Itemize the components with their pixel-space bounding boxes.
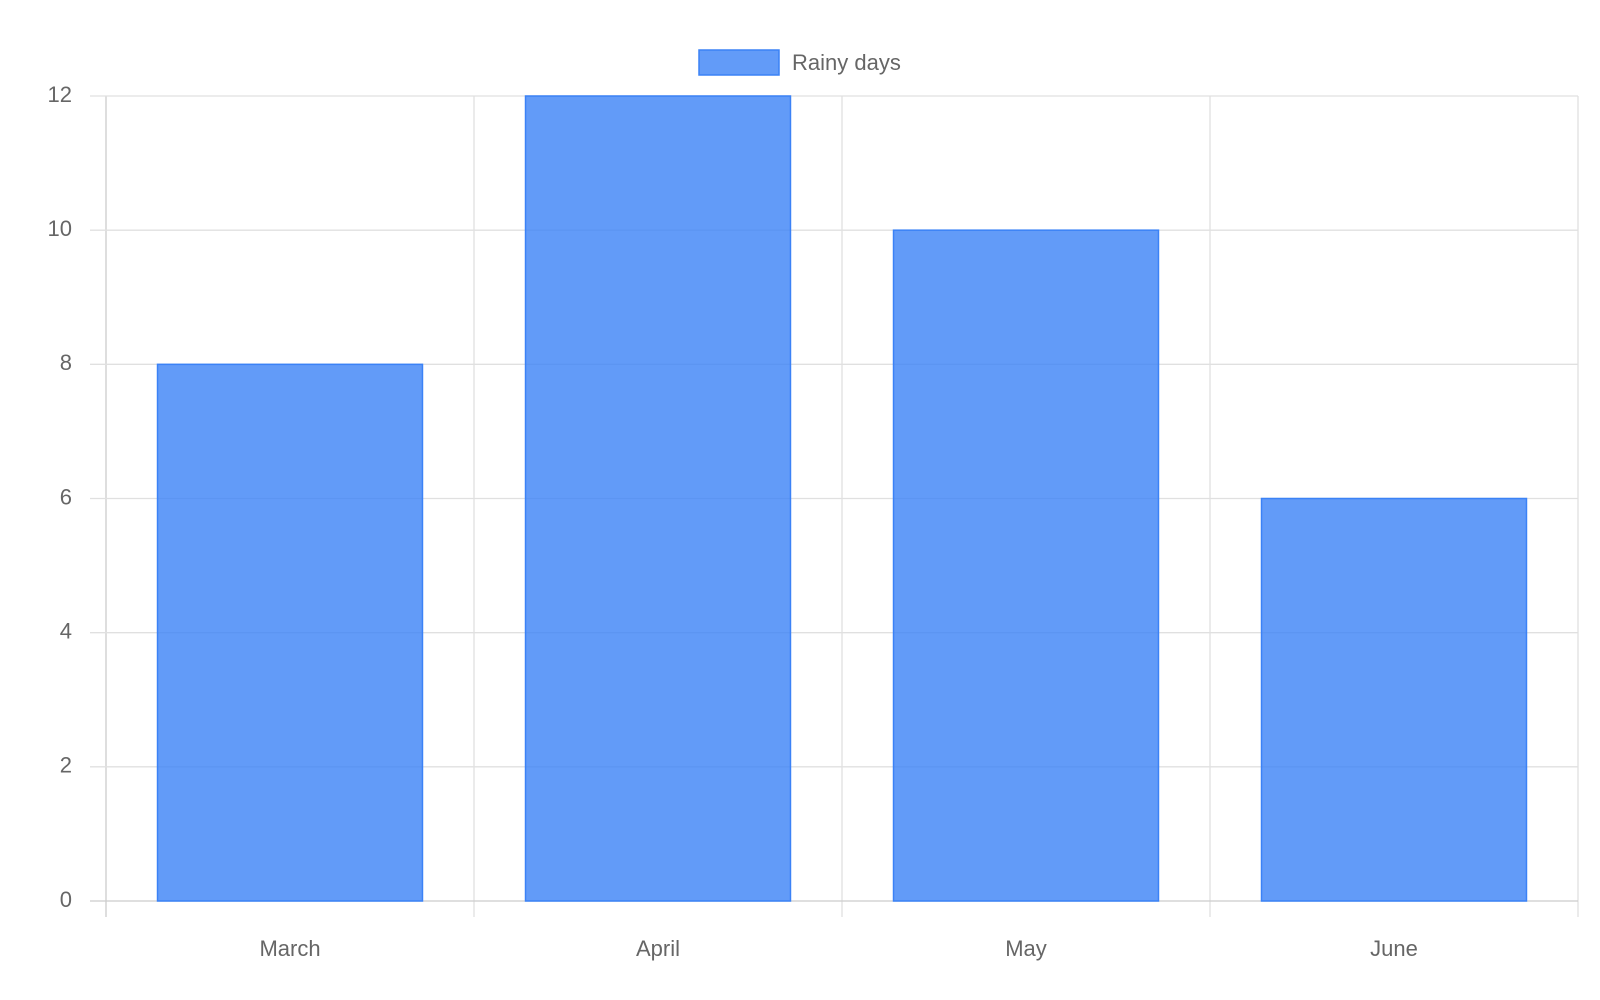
- y-tick-label: 10: [48, 216, 72, 241]
- x-tick-label: May: [1005, 936, 1047, 961]
- y-tick-label: 8: [60, 350, 72, 375]
- y-tick-label: 2: [60, 753, 72, 778]
- x-tick-label: April: [636, 936, 680, 961]
- bar: [1260, 497, 1528, 902]
- bar: [524, 95, 792, 902]
- y-tick-label: 12: [48, 82, 72, 107]
- legend-label: Rainy days: [792, 50, 901, 75]
- legend-swatch: [698, 49, 780, 76]
- y-tick-label: 4: [60, 618, 72, 643]
- bar: [156, 363, 424, 902]
- x-tick-label: March: [259, 936, 320, 961]
- y-tick-label: 6: [60, 484, 72, 509]
- y-tick-label: 0: [60, 887, 72, 912]
- bar: [892, 229, 1160, 902]
- x-tick-label: June: [1370, 936, 1418, 961]
